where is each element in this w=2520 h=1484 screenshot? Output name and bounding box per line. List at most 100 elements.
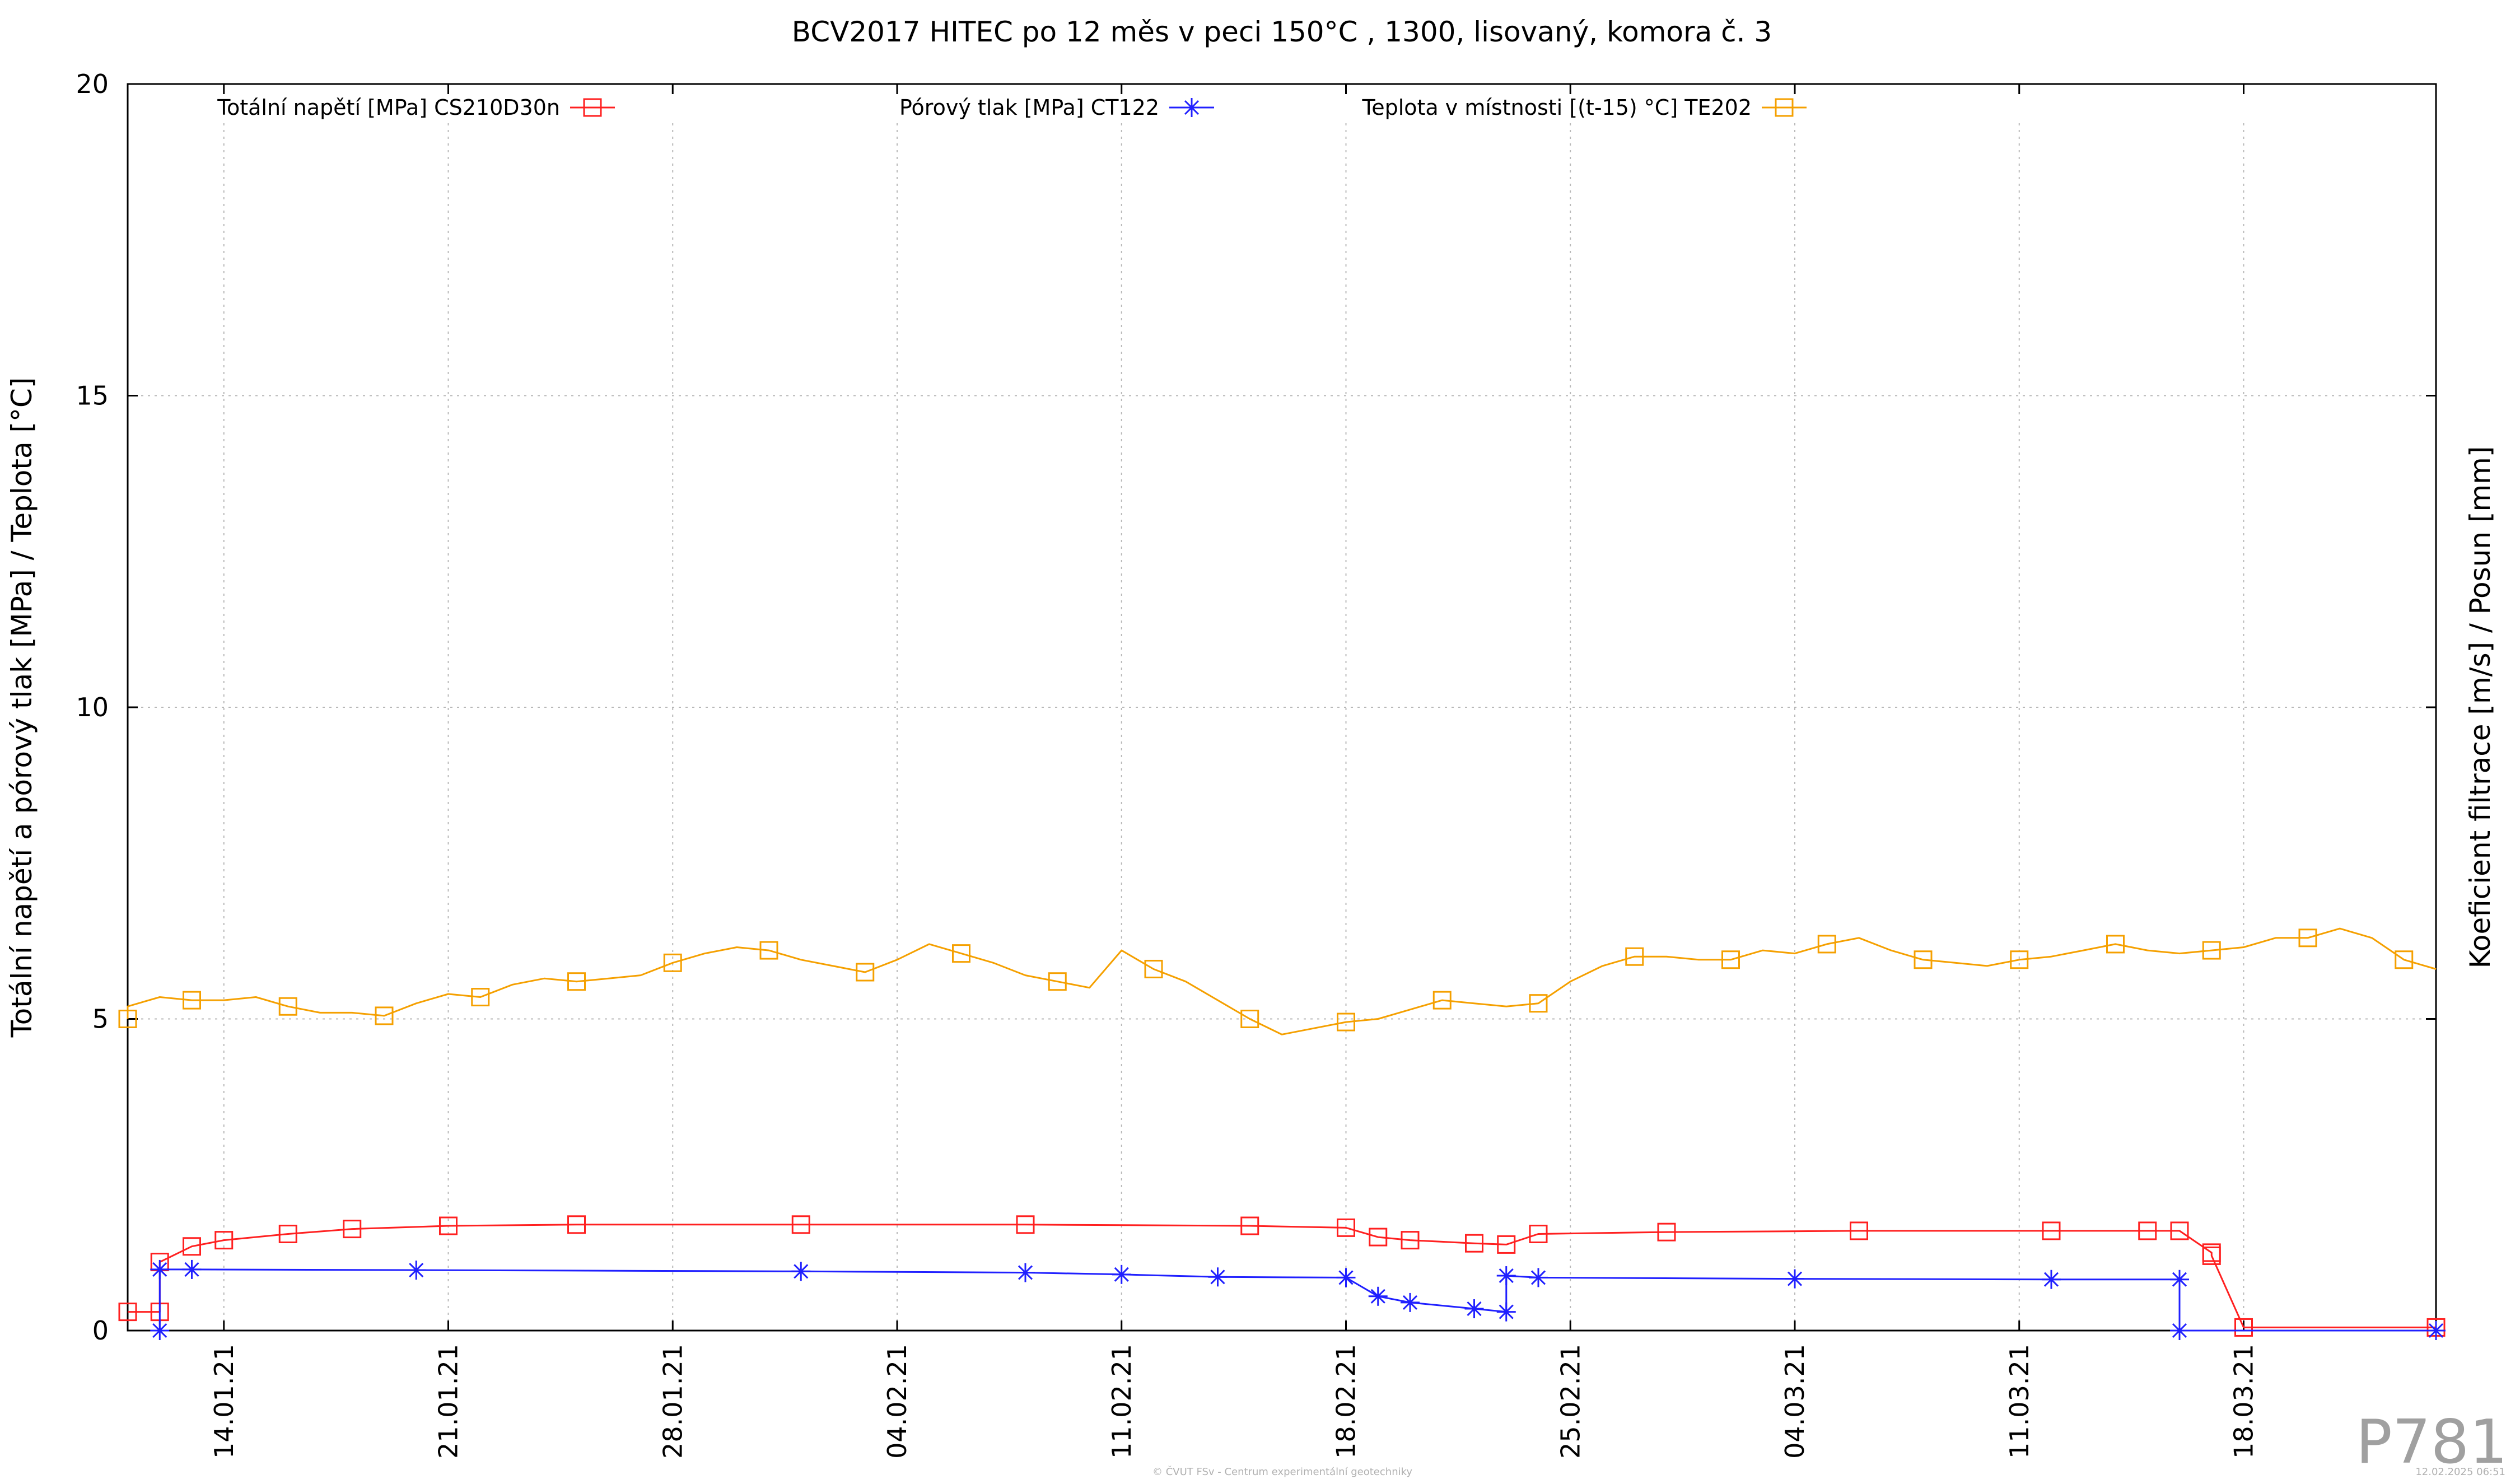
series-point-0	[567, 1215, 586, 1234]
y-tick-label: 20	[76, 69, 109, 99]
series-point-1	[407, 1261, 426, 1280]
x-tick-label: 28.01.21	[657, 1344, 688, 1459]
x-tick-label: 18.02.21	[1331, 1344, 1361, 1459]
series-point-0	[183, 1237, 201, 1256]
legend-label-1: Pórový tlak [MPa] CT122	[899, 95, 1159, 120]
series-point-0	[1850, 1221, 1868, 1240]
stamp-label: P781	[2356, 1407, 2508, 1477]
x-tick-label: 11.02.21	[1107, 1344, 1137, 1459]
series-point-2	[2106, 935, 2125, 954]
series-point-2	[759, 941, 778, 960]
series-point-1	[150, 1259, 170, 1279]
legend-marker-1	[1182, 98, 1201, 117]
series-point-2	[1337, 1012, 1355, 1032]
footer-timestamp: 12.02.2025 06:51	[2415, 1466, 2505, 1478]
series-point-2	[471, 988, 490, 1007]
series-point-0	[1016, 1215, 1035, 1234]
series-point-2	[1432, 991, 1452, 1010]
chart-title: BCV2017 HITEC po 12 měs v peci 150°C , 1…	[792, 16, 1772, 48]
series-point-0	[2138, 1221, 2157, 1240]
x-tick-label: 14.01.21	[209, 1344, 239, 1459]
series-point-2	[1914, 950, 1933, 969]
y-tick-label: 0	[92, 1315, 109, 1346]
series-point-0	[1240, 1216, 1259, 1235]
series-point-1	[1496, 1266, 1516, 1286]
plot-frame	[127, 83, 2437, 1332]
series-point-0	[214, 1231, 234, 1250]
legend: Totální napětí [MPa] CS210D30n Pórový tla…	[217, 95, 1807, 120]
series-point-1	[1208, 1267, 1228, 1287]
series-point-0	[1465, 1234, 1483, 1253]
series-line-0	[128, 1224, 2436, 1328]
series-point-1	[1496, 1302, 1516, 1322]
series-point-2	[278, 997, 297, 1016]
series-point-1	[1368, 1286, 1388, 1306]
series-point-2	[952, 944, 970, 963]
series-point-2	[1721, 950, 1740, 969]
series-point-1	[2426, 1321, 2446, 1340]
y-tick-label: 5	[92, 1004, 109, 1034]
series-point-2	[1817, 935, 1836, 954]
series-layer	[118, 927, 2446, 1340]
legend-marker-0	[583, 98, 602, 117]
series-point-0	[118, 1303, 137, 1322]
series-point-2	[1625, 947, 1644, 966]
series-point-0	[2234, 1318, 2253, 1337]
x-tick-label: 25.02.21	[1555, 1344, 1585, 1459]
series-point-2	[1529, 994, 1548, 1013]
series-point-1	[2042, 1270, 2061, 1289]
series-point-1	[2170, 1270, 2189, 1289]
y-axis-ticks: 0 5 10 15 20	[76, 69, 2436, 1346]
grid	[128, 123, 2436, 1331]
legend-label-0: Totální napětí [MPa] CS210D30n	[217, 95, 560, 120]
series-point-1	[791, 1262, 811, 1281]
series-point-1	[2170, 1321, 2189, 1340]
series-point-2	[856, 963, 875, 982]
y-tick-label: 15	[76, 381, 109, 411]
y-tick-label: 10	[76, 692, 109, 722]
x-axis-ticks: 14.01.21 21.01.21 28.01.21 04.02.21 11.02.21…	[209, 84, 2259, 1459]
legend-marker-2	[1775, 98, 1794, 117]
series-point-2	[1240, 1010, 1259, 1028]
series-point-0	[791, 1215, 810, 1234]
series-point-0	[2202, 1246, 2221, 1265]
series-point-0	[278, 1224, 297, 1243]
series-point-2	[2395, 950, 2414, 969]
series-point-1	[182, 1259, 202, 1279]
series-point-1	[1401, 1292, 1420, 1312]
series-point-2	[1048, 972, 1067, 991]
series-point-2	[2298, 928, 2317, 948]
series-point-2	[2010, 950, 2029, 969]
series-point-1	[1112, 1264, 1131, 1284]
series-point-1	[1529, 1268, 1548, 1287]
x-tick-label: 11.03.21	[2004, 1344, 2034, 1459]
series-point-1	[150, 1321, 170, 1340]
series-point-1	[1016, 1263, 1035, 1282]
series-point-0	[2170, 1221, 2189, 1240]
series-point-0	[2042, 1221, 2061, 1240]
series-point-0	[439, 1216, 458, 1235]
x-tick-label: 18.03.21	[2229, 1344, 2259, 1459]
series-point-0	[1401, 1231, 1420, 1250]
series-point-1	[1464, 1299, 1484, 1319]
series-point-2	[663, 953, 682, 972]
series-point-2	[1144, 959, 1163, 978]
series-point-2	[567, 972, 586, 991]
series-point-2	[118, 1010, 137, 1028]
series-line-1	[158, 1268, 2436, 1332]
series-point-0	[1657, 1222, 1676, 1242]
y-axis-label: Totální napětí a pórový tlak [MPa] / Tep…	[6, 377, 38, 1038]
series-point-2	[183, 991, 201, 1010]
series-point-1	[1785, 1269, 1804, 1289]
x-tick-label: 04.02.21	[882, 1344, 912, 1459]
series-point-0	[1529, 1224, 1548, 1243]
series-point-0	[1337, 1218, 1355, 1237]
x-tick-label: 04.03.21	[1780, 1344, 1810, 1459]
series-point-0	[1497, 1235, 1516, 1254]
series-line-2	[127, 927, 2437, 1035]
x-tick-label: 21.01.21	[433, 1344, 464, 1459]
series-point-0	[343, 1220, 362, 1239]
footer-copyright: © ČVUT FSv - Centrum experimentální geot…	[1152, 1466, 1412, 1478]
y2-axis-label: Koeficient filtrace [m/s] / Posun [mm]	[2464, 446, 2496, 969]
